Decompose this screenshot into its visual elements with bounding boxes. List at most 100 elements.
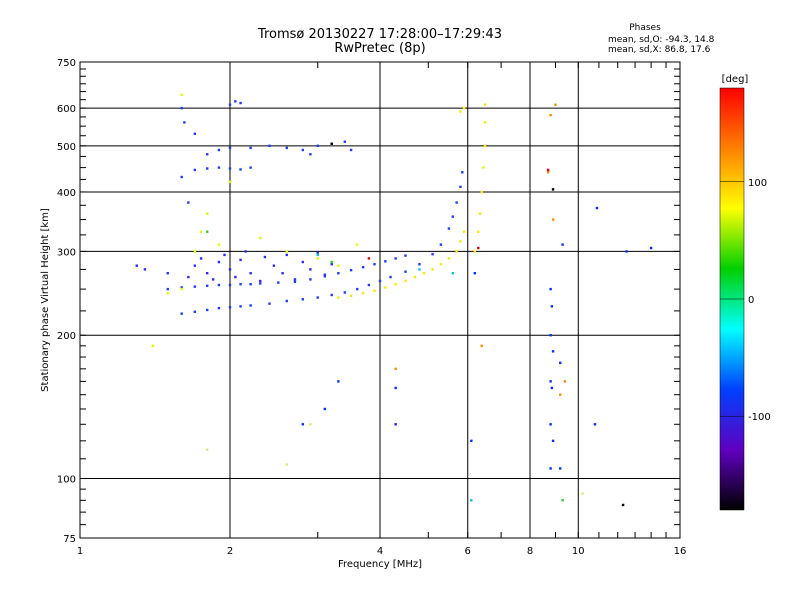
data-point — [561, 499, 564, 502]
data-point — [180, 286, 183, 289]
data-point — [459, 110, 462, 113]
data-point — [268, 302, 271, 305]
data-point — [180, 106, 183, 110]
data-point — [355, 287, 359, 291]
data-point — [272, 264, 276, 267]
data-point — [316, 251, 319, 255]
data-point — [477, 246, 480, 250]
data-point — [244, 250, 247, 253]
data-point — [166, 272, 169, 275]
data-point — [361, 292, 365, 295]
data-point — [239, 101, 242, 105]
stats-x-mode: mean, sd,X: 86.8, 17.6 — [608, 45, 711, 55]
axis-ticks: 1 2 4 6 8 10 16 75 100 200 300 400 500 600 750 — [57, 58, 686, 557]
data-point — [183, 121, 186, 124]
data-point — [180, 287, 183, 291]
data-point — [199, 257, 203, 260]
data-point — [293, 280, 297, 283]
data-point — [378, 279, 382, 283]
data-point — [217, 166, 221, 169]
data-point — [546, 168, 550, 172]
data-point — [330, 263, 333, 266]
data-point — [193, 310, 197, 314]
data-point — [480, 344, 483, 348]
data-point — [301, 423, 305, 426]
data-point — [418, 263, 421, 266]
data-point — [404, 270, 407, 273]
data-point — [205, 153, 209, 156]
data-point — [217, 148, 221, 152]
data-point — [349, 294, 353, 298]
data-point — [285, 463, 288, 466]
data-point — [559, 467, 562, 470]
data-point — [249, 146, 252, 150]
colorbar-tick-label: -100 — [748, 412, 771, 423]
data-point — [323, 273, 327, 276]
data-point — [234, 275, 237, 279]
data-point — [223, 253, 226, 257]
data-points — [135, 93, 653, 507]
data-point — [323, 275, 327, 278]
data-point — [459, 240, 462, 243]
data-point — [551, 188, 555, 191]
data-point — [554, 103, 557, 106]
data-point — [595, 206, 599, 210]
data-point — [337, 380, 340, 383]
data-point — [180, 93, 183, 96]
data-point — [187, 275, 190, 279]
data-point — [337, 272, 340, 275]
data-point — [549, 334, 552, 337]
data-point — [384, 260, 387, 263]
data-point — [394, 423, 397, 426]
data-point — [546, 171, 550, 174]
data-point — [193, 250, 197, 253]
data-point — [563, 380, 567, 383]
data-point — [451, 215, 455, 218]
data-point — [187, 201, 190, 204]
data-point — [259, 282, 262, 285]
data-point — [549, 287, 552, 291]
data-point — [180, 175, 183, 179]
data-point — [205, 308, 209, 312]
data-point — [217, 283, 221, 287]
data-point — [483, 121, 487, 124]
data-point — [228, 306, 232, 309]
colorbar-tick-label: 100 — [748, 178, 767, 189]
data-point — [330, 142, 333, 145]
data-point — [285, 146, 288, 150]
data-point — [462, 230, 466, 233]
data-point — [193, 264, 197, 267]
data-point — [205, 167, 209, 170]
data-point — [301, 260, 305, 264]
y-tick-label: 200 — [57, 331, 76, 342]
data-point — [349, 268, 353, 272]
data-point — [301, 148, 305, 152]
x-tick-label: 8 — [527, 546, 533, 557]
data-point — [389, 275, 392, 279]
x-axis-label: Frequency [MHz] — [338, 559, 422, 570]
data-point — [439, 263, 443, 266]
data-point — [478, 212, 482, 215]
data-point — [394, 367, 397, 371]
data-point — [373, 263, 376, 266]
y-tick-label: 400 — [57, 188, 76, 199]
data-point — [337, 264, 340, 267]
data-point — [343, 140, 347, 143]
data-point — [473, 250, 477, 253]
data-point — [550, 305, 554, 308]
data-point — [259, 279, 262, 283]
x-tick-label: 2 — [227, 546, 233, 557]
x-tick-label: 1 — [77, 546, 83, 557]
data-point — [151, 344, 155, 348]
data-point — [239, 258, 242, 262]
data-point — [561, 243, 564, 246]
y-tick-label: 600 — [57, 104, 76, 115]
data-point — [228, 167, 232, 170]
colorbar-label: [deg] — [722, 74, 749, 85]
data-point — [199, 230, 203, 233]
data-point — [193, 168, 197, 172]
data-point — [337, 296, 340, 299]
data-point — [384, 286, 387, 289]
data-point — [249, 272, 252, 275]
